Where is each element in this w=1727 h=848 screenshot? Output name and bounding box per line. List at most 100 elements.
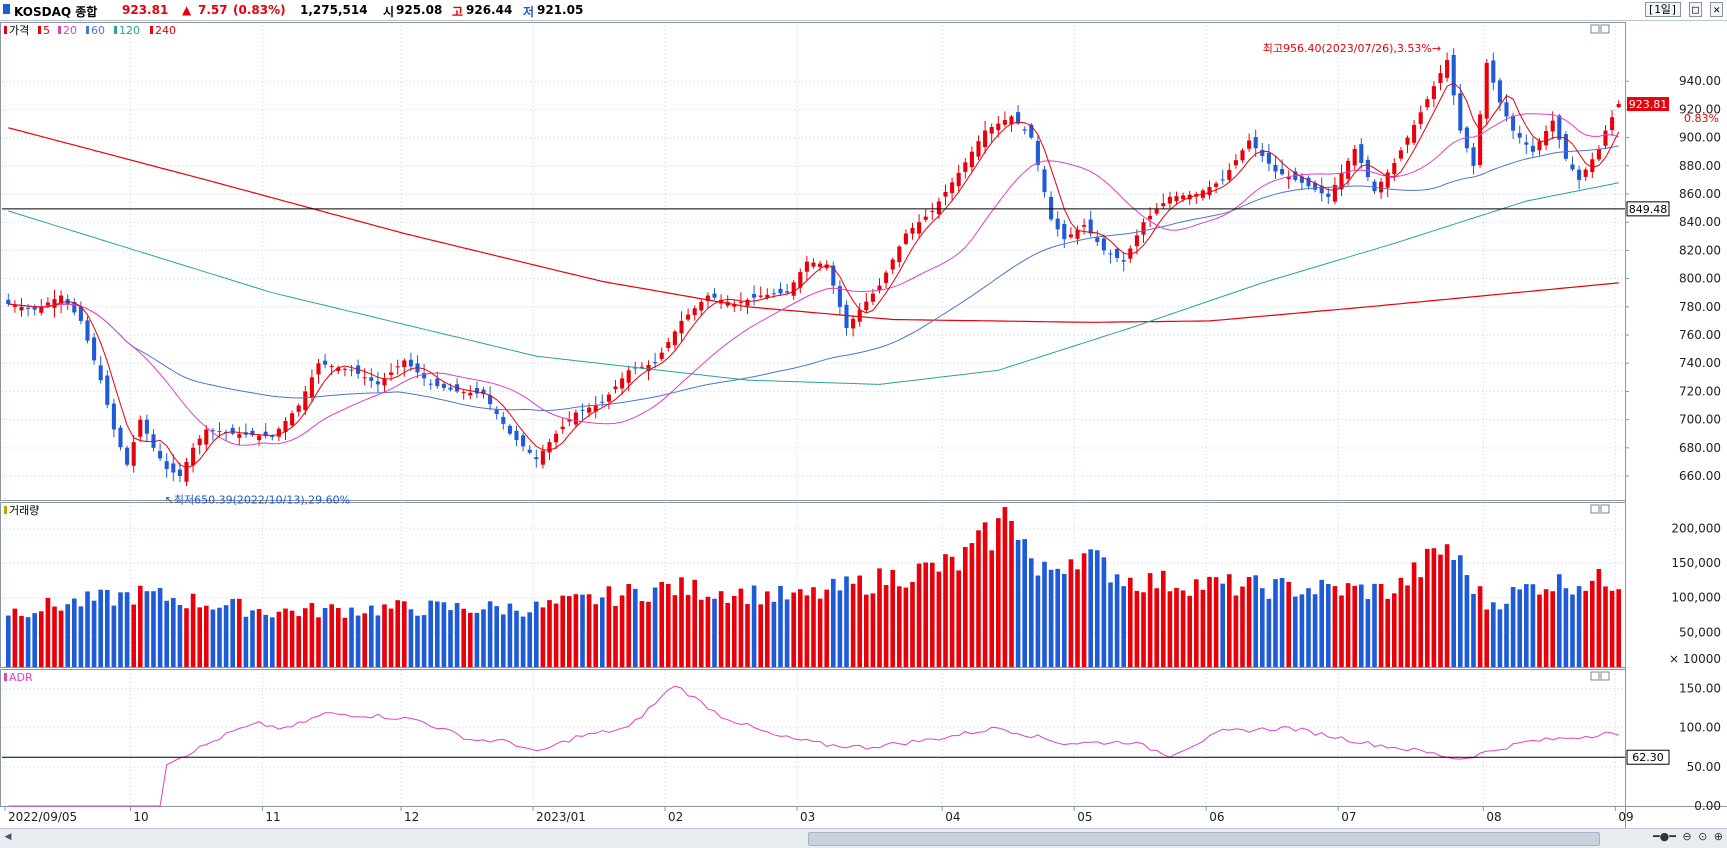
candle-body xyxy=(573,412,578,425)
volume-bar xyxy=(45,597,51,667)
x-tick-label: 2022/09/05 xyxy=(8,810,77,824)
candle-body xyxy=(494,409,499,414)
legend-ma-marker xyxy=(114,26,117,34)
volume-bar xyxy=(415,615,420,667)
volume-bar xyxy=(131,604,137,667)
volume-bar xyxy=(1022,539,1028,667)
candle-body xyxy=(1445,60,1450,78)
close-icon[interactable]: ✕ xyxy=(1710,2,1723,17)
candle-body xyxy=(131,442,136,466)
x-tick-label: 10 xyxy=(133,810,148,824)
candle-body xyxy=(943,191,948,197)
candle-body xyxy=(950,182,955,193)
volume-bar xyxy=(646,601,651,667)
volume-bar xyxy=(1187,595,1193,667)
volume-bar xyxy=(65,604,71,667)
candle-body xyxy=(1537,141,1542,151)
candle-body xyxy=(857,309,862,322)
volume-bar xyxy=(85,591,90,667)
volume-bar xyxy=(692,579,698,667)
candle-body xyxy=(1451,54,1456,96)
volume-bar xyxy=(679,577,684,667)
zoom-out-icon[interactable]: ⊖ xyxy=(1682,830,1692,843)
chart-scrollbar[interactable]: ◀ ━●━ ⊖ ⊙ ⊕ xyxy=(0,828,1727,848)
volume-bar xyxy=(949,556,955,667)
volume-bar xyxy=(1352,585,1358,667)
candle-body xyxy=(59,295,64,304)
volume-bar xyxy=(58,610,64,667)
volume-bar xyxy=(263,614,269,667)
volume-bar xyxy=(1497,609,1503,667)
volume-bar xyxy=(421,615,427,667)
candle-body xyxy=(956,172,961,187)
volume-bar xyxy=(606,586,612,667)
adr-tick-label: 0.00 xyxy=(1694,799,1721,813)
volume-bar xyxy=(1253,575,1259,667)
scroll-left-icon[interactable]: ◀ xyxy=(4,832,12,842)
volume-bar xyxy=(896,586,902,667)
volume-bar xyxy=(368,605,374,667)
candle-body xyxy=(1227,170,1232,180)
candle-body xyxy=(851,318,856,329)
ma20-line xyxy=(8,113,1619,446)
volume-bar xyxy=(1180,590,1186,667)
volume-bar xyxy=(1339,595,1344,667)
volume-bar xyxy=(1378,583,1384,667)
volume-bar xyxy=(962,546,968,667)
candle-body xyxy=(917,222,922,234)
candle-body xyxy=(1583,169,1588,177)
candle-body xyxy=(1339,172,1344,190)
candle-body xyxy=(1009,116,1014,125)
candle-body xyxy=(158,450,163,459)
candle-body xyxy=(1154,209,1159,214)
candle-body xyxy=(639,366,644,368)
volume-bar xyxy=(1160,570,1166,667)
candle-body xyxy=(521,435,526,447)
candle-body xyxy=(507,425,512,434)
zoom-in-icon[interactable]: ⊕ xyxy=(1713,830,1723,843)
volume-bar xyxy=(316,617,321,667)
zoom-reset-icon[interactable]: ⊙ xyxy=(1698,830,1708,843)
candle-body xyxy=(19,306,24,311)
price-tick-label: 680.00 xyxy=(1679,441,1721,455)
candle-body xyxy=(1233,160,1238,166)
volume-bar xyxy=(1009,520,1014,667)
volume-bar xyxy=(751,585,757,667)
candle-body xyxy=(1425,99,1430,108)
volume-bar xyxy=(157,588,163,667)
grid-lines xyxy=(2,22,1629,811)
candle-body xyxy=(395,366,400,368)
last-price-label: 923.81 xyxy=(1629,98,1668,111)
scroll-thumb[interactable] xyxy=(808,832,1600,846)
volume-bar xyxy=(1418,577,1424,667)
candle-body xyxy=(712,293,717,298)
panel-restore-icon xyxy=(1590,504,1600,514)
volume-bar xyxy=(203,605,209,667)
candle-body xyxy=(1412,124,1417,143)
zoom-slider-icon[interactable]: ━●━ xyxy=(1653,830,1676,843)
candle-body xyxy=(831,265,836,286)
volume-bar xyxy=(1471,593,1476,667)
candle-body xyxy=(745,299,750,306)
candle-body xyxy=(1082,225,1087,227)
volume-bar xyxy=(71,598,77,667)
panel-restore-icon xyxy=(1590,24,1600,34)
volume-bar xyxy=(137,585,143,667)
minimize-icon[interactable]: □ xyxy=(1689,2,1702,17)
candle-body xyxy=(98,365,103,381)
candle-body xyxy=(362,377,367,379)
candle-body xyxy=(705,295,710,302)
volume-bar xyxy=(1596,569,1602,667)
candle-body xyxy=(593,405,598,412)
candle-body xyxy=(191,447,196,466)
candle-body xyxy=(1379,181,1384,193)
candle-body xyxy=(52,299,57,308)
period-button[interactable]: [1일] xyxy=(1644,2,1681,17)
candle-body xyxy=(342,368,347,370)
volume-bar xyxy=(553,603,559,667)
volume-bar xyxy=(837,590,843,667)
candle-body xyxy=(606,394,611,402)
candle-body xyxy=(72,301,77,313)
volume-bar xyxy=(1279,578,1285,667)
low-value: 921.05 xyxy=(537,3,584,17)
